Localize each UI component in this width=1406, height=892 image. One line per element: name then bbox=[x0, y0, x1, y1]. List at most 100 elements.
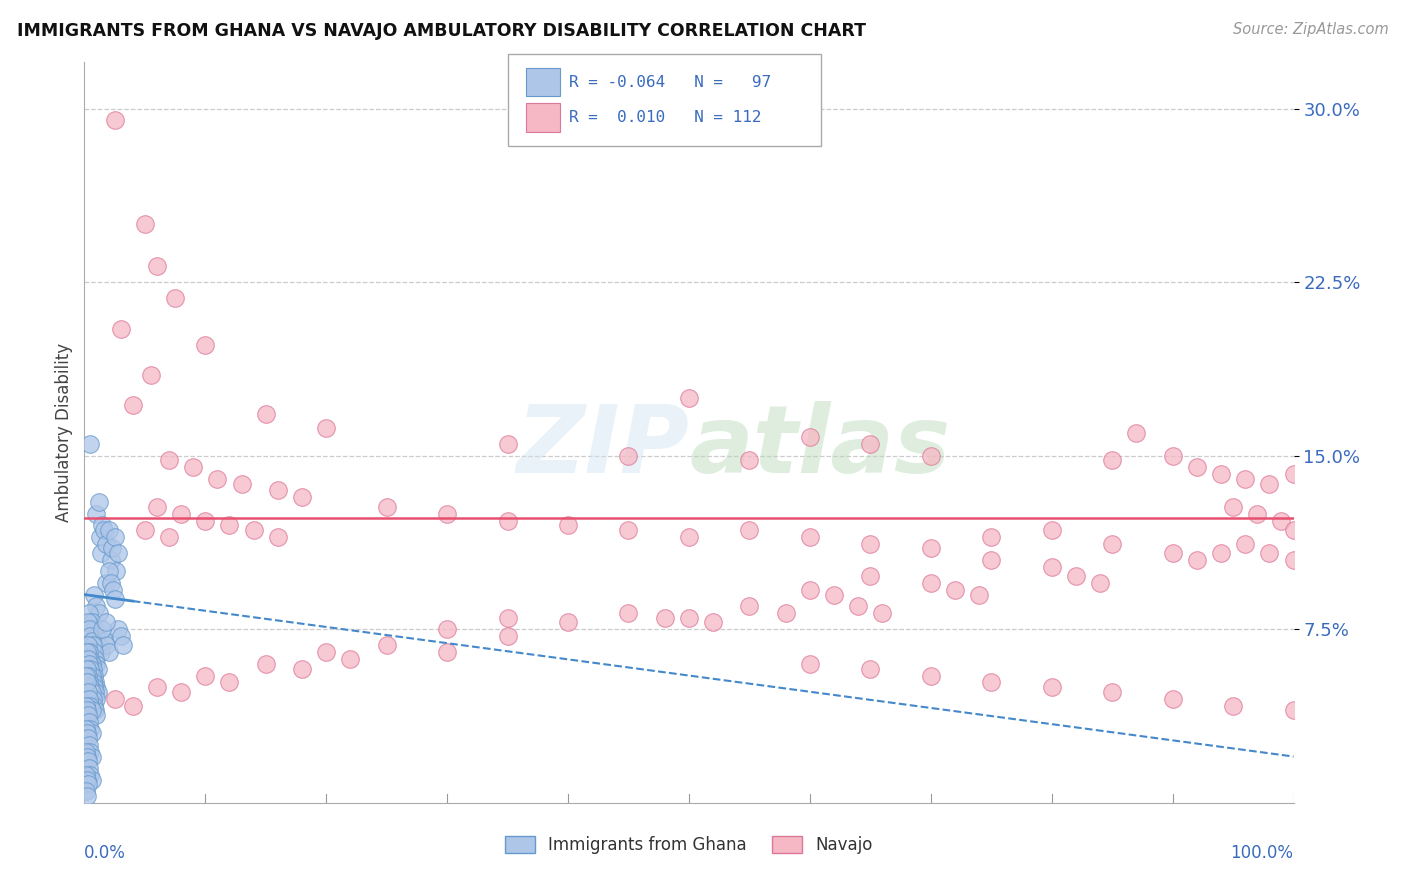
Point bbox=[165, 292, 187, 306]
Point bbox=[104, 592, 127, 607]
Point bbox=[859, 569, 882, 583]
Point bbox=[496, 610, 519, 624]
Point bbox=[617, 449, 640, 463]
Point bbox=[77, 668, 100, 682]
Point bbox=[146, 680, 169, 694]
Point bbox=[79, 652, 101, 666]
Point bbox=[90, 546, 112, 560]
Point bbox=[980, 530, 1002, 544]
Point bbox=[79, 629, 101, 643]
Point bbox=[83, 668, 105, 682]
Point bbox=[1258, 546, 1281, 560]
Point bbox=[77, 777, 100, 791]
Text: R = -0.064   N =   97: R = -0.064 N = 97 bbox=[569, 75, 772, 89]
Point bbox=[80, 685, 103, 699]
Point bbox=[496, 514, 519, 528]
Point bbox=[1040, 680, 1063, 694]
Point bbox=[77, 707, 100, 722]
Y-axis label: Ambulatory Disability: Ambulatory Disability bbox=[55, 343, 73, 522]
Point bbox=[267, 483, 290, 498]
Point bbox=[846, 599, 869, 614]
Point bbox=[94, 576, 117, 591]
Point bbox=[436, 645, 458, 659]
Point bbox=[94, 639, 117, 653]
Point bbox=[75, 768, 97, 782]
Point bbox=[557, 518, 579, 533]
Point bbox=[100, 553, 122, 567]
Point bbox=[75, 698, 97, 713]
Point bbox=[617, 606, 640, 620]
Point bbox=[80, 703, 103, 717]
Point bbox=[254, 657, 277, 671]
Point bbox=[678, 391, 700, 405]
Point bbox=[1222, 500, 1244, 514]
Point bbox=[84, 675, 107, 690]
Point bbox=[101, 541, 124, 556]
Legend: Immigrants from Ghana, Navajo: Immigrants from Ghana, Navajo bbox=[499, 830, 879, 861]
Point bbox=[77, 675, 100, 690]
Point bbox=[77, 615, 100, 630]
Point bbox=[146, 259, 169, 273]
Point bbox=[1088, 576, 1111, 591]
Point bbox=[77, 685, 100, 699]
Point bbox=[76, 662, 98, 676]
Point bbox=[775, 606, 797, 620]
Point bbox=[82, 639, 104, 653]
Point bbox=[436, 622, 458, 636]
Point bbox=[90, 645, 112, 659]
Point bbox=[79, 437, 101, 451]
Point bbox=[1064, 569, 1087, 583]
Point bbox=[1101, 536, 1123, 550]
Point bbox=[1161, 546, 1184, 560]
Point bbox=[77, 639, 100, 653]
Point bbox=[799, 657, 821, 671]
Point bbox=[107, 622, 129, 636]
Point bbox=[83, 588, 105, 602]
Point bbox=[799, 582, 821, 597]
Point bbox=[77, 754, 100, 768]
Point bbox=[859, 437, 882, 451]
Point bbox=[920, 449, 942, 463]
Point bbox=[86, 657, 108, 671]
Point bbox=[112, 639, 135, 653]
Point bbox=[80, 726, 103, 740]
Point bbox=[1282, 553, 1305, 567]
Point bbox=[1234, 472, 1257, 486]
Point bbox=[920, 668, 942, 682]
Point bbox=[436, 507, 458, 521]
Point bbox=[617, 523, 640, 537]
Point bbox=[104, 113, 127, 128]
Point bbox=[87, 495, 110, 509]
Point bbox=[77, 645, 100, 659]
Point bbox=[97, 565, 120, 579]
Point bbox=[93, 523, 115, 537]
Point bbox=[77, 606, 100, 620]
Point bbox=[1161, 449, 1184, 463]
Point bbox=[77, 761, 100, 775]
Text: IMMIGRANTS FROM GHANA VS NAVAJO AMBULATORY DISABILITY CORRELATION CHART: IMMIGRANTS FROM GHANA VS NAVAJO AMBULATO… bbox=[17, 22, 866, 40]
Point bbox=[83, 680, 105, 694]
Point bbox=[75, 745, 97, 759]
Point bbox=[76, 703, 98, 717]
Point bbox=[943, 582, 966, 597]
Point bbox=[86, 599, 108, 614]
Text: Source: ZipAtlas.com: Source: ZipAtlas.com bbox=[1233, 22, 1389, 37]
Point bbox=[291, 491, 314, 505]
Point bbox=[93, 633, 115, 648]
Point bbox=[339, 652, 361, 666]
Point bbox=[80, 657, 103, 671]
Point bbox=[1209, 467, 1232, 482]
Point bbox=[738, 523, 761, 537]
Point bbox=[77, 691, 100, 706]
Point bbox=[738, 599, 761, 614]
Point bbox=[94, 615, 117, 630]
Point bbox=[1101, 453, 1123, 467]
Point bbox=[1125, 425, 1147, 440]
Point bbox=[76, 675, 98, 690]
Point bbox=[75, 668, 97, 682]
Point bbox=[678, 530, 700, 544]
Text: 100.0%: 100.0% bbox=[1230, 844, 1294, 862]
Point bbox=[375, 639, 398, 653]
Point bbox=[920, 576, 942, 591]
Point bbox=[218, 518, 240, 533]
